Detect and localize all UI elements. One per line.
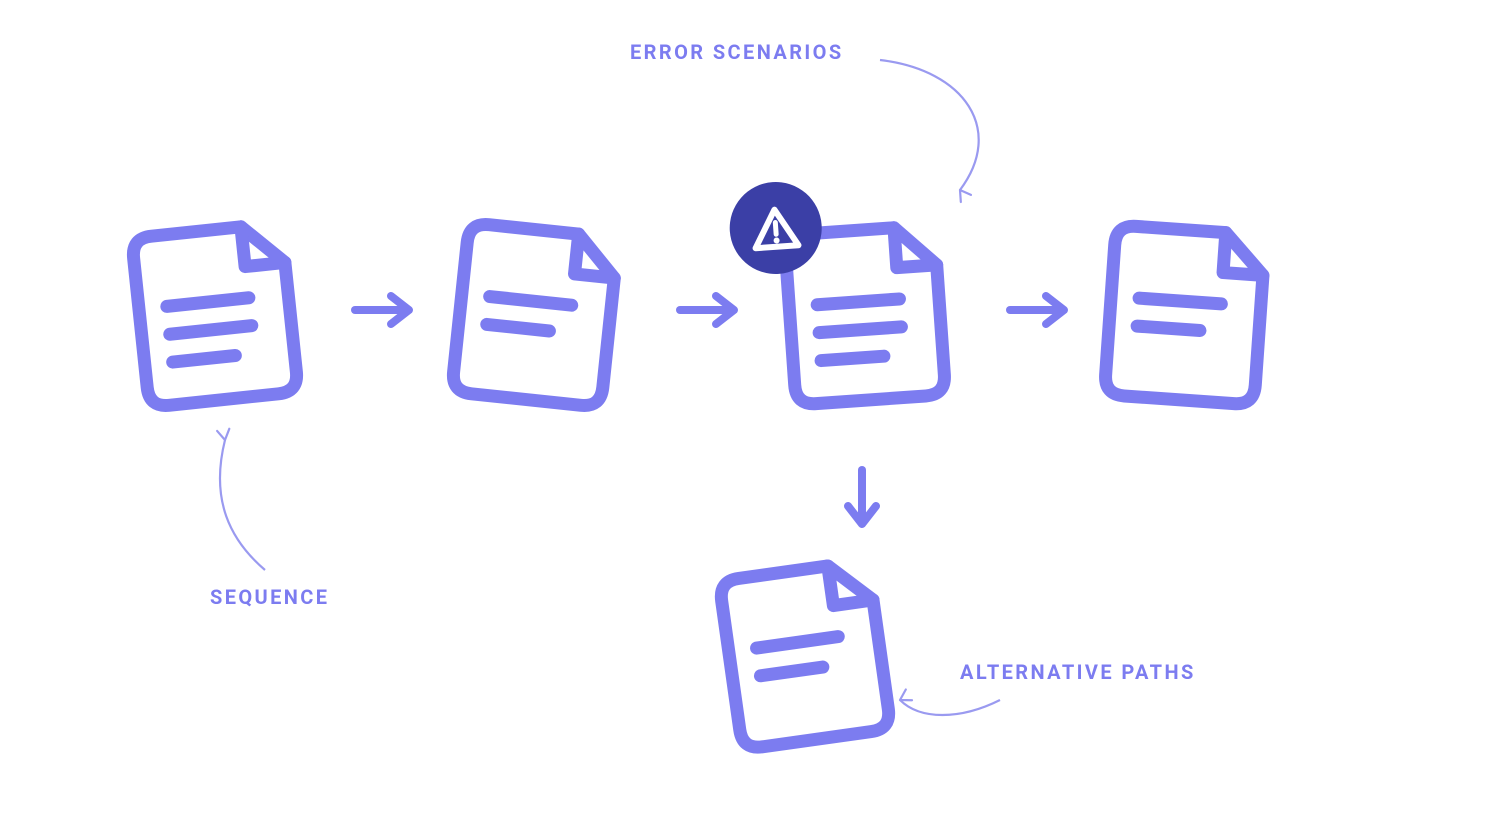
callout-arrowhead — [217, 429, 229, 440]
callout-curve — [220, 440, 265, 570]
document-icon — [452, 223, 619, 408]
flow-arrow — [848, 470, 876, 524]
document-icon — [727, 171, 946, 409]
document-icon — [132, 223, 299, 408]
label-error-scenarios: ERROR SCENARIOS — [630, 40, 844, 64]
callout-curve — [900, 700, 1000, 715]
document-icon — [1104, 225, 1265, 405]
flow-arrow — [680, 296, 734, 324]
callout-arrowhead — [900, 690, 912, 701]
flow-arrow — [355, 296, 409, 324]
flow-arrow — [1010, 296, 1064, 324]
document-icon — [719, 560, 891, 749]
callout-curve — [880, 60, 979, 190]
diagram-svg — [0, 0, 1500, 825]
label-sequence: SEQUENCE — [210, 585, 329, 609]
label-alternative-paths: ALTERNATIVE PATHS — [960, 660, 1196, 684]
diagram-canvas: ERROR SCENARIOS SEQUENCE ALTERNATIVE PAT… — [0, 0, 1500, 825]
callout-arrowhead — [960, 190, 971, 202]
